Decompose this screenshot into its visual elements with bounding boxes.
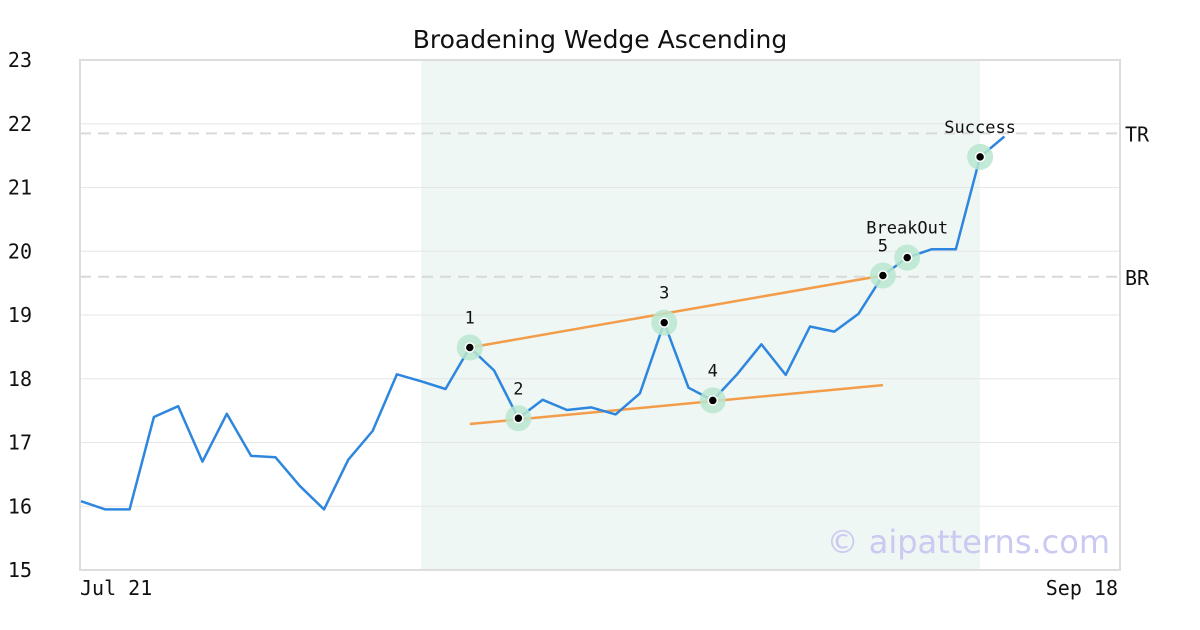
- pattern-point-label: 2: [513, 379, 523, 399]
- y-tick-label: 15: [8, 558, 32, 582]
- series-layer: [80, 135, 1006, 511]
- y-tick-label: 19: [8, 303, 32, 327]
- trendlines-layer: [469, 274, 884, 426]
- pattern-point-label: 4: [708, 361, 718, 381]
- y-tick-label: 21: [8, 176, 32, 200]
- pattern-point-label: 1: [465, 309, 475, 329]
- y-tick-label: 17: [8, 431, 32, 455]
- chart-title: Broadening Wedge Ascending: [413, 25, 788, 54]
- y-tick-label: 18: [8, 367, 32, 391]
- pattern-point: [658, 317, 670, 328]
- pattern-point-label: BreakOut: [866, 219, 948, 239]
- plot-frame: [79, 59, 1121, 571]
- reference-line-label: TR: [1125, 122, 1150, 146]
- y-tick-label: 22: [8, 112, 32, 136]
- pattern-point-label: Success: [944, 118, 1016, 138]
- reference-lines-layer: TR BR: [80, 122, 1150, 290]
- pattern-point: [877, 270, 889, 281]
- pattern-point: [974, 151, 986, 163]
- x-tick-label: Jul 21: [80, 576, 152, 600]
- pattern-point-label: 5: [878, 236, 888, 256]
- watermark: © aipatterns.com: [827, 523, 1110, 561]
- pattern-point: [513, 413, 524, 424]
- trendline-lower: [469, 383, 884, 426]
- y-axis: 15 16 17 18 19 20 21 22 23: [8, 48, 32, 582]
- pattern-point-label: 3: [659, 284, 669, 304]
- x-axis: Jul 21 Sep 18: [80, 576, 1118, 600]
- y-tick-label: 20: [8, 239, 32, 263]
- reference-line-label: BR: [1125, 266, 1150, 290]
- pattern-point: [901, 252, 913, 263]
- trendline-upper: [469, 274, 884, 349]
- pattern-point: [464, 342, 476, 353]
- y-tick-label: 23: [8, 48, 32, 72]
- x-tick-label: Sep 18: [1046, 576, 1118, 600]
- grid-layer: [80, 123, 1120, 507]
- price-line: [80, 135, 1006, 511]
- pattern-point: [707, 395, 719, 406]
- y-tick-label: 16: [8, 494, 32, 518]
